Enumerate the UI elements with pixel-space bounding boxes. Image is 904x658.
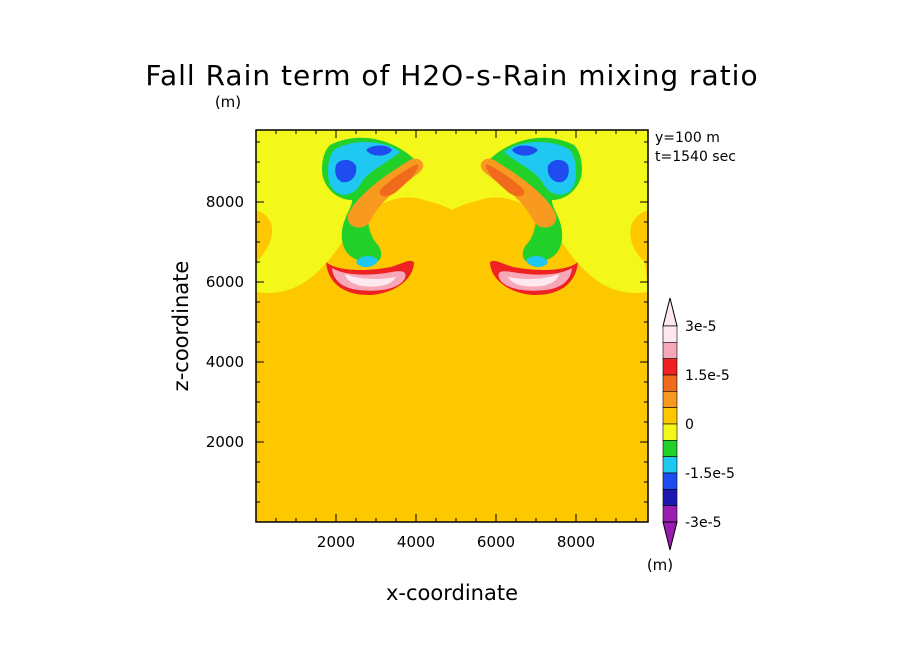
colorbar-swatch: [662, 374, 678, 392]
colorbar-swatch: [662, 391, 678, 408]
y-axis: 2000 4000 6000 8000: [206, 141, 648, 503]
y-axis-label: z-coordinate: [169, 261, 193, 392]
field-contour-cyan-right-low: [526, 256, 548, 268]
x-tick-label: 2000: [317, 533, 355, 551]
x-tick-label: 4000: [397, 533, 435, 551]
y-tick-label: 4000: [206, 353, 244, 371]
colorbar-tick-label: 1.5e-5: [685, 368, 730, 384]
y-tick-label: 8000: [206, 193, 244, 211]
field-contour-blue-left: [335, 159, 357, 183]
colorbar-swatch: [662, 440, 678, 457]
colorbar-swatch: [662, 423, 678, 441]
colorbar-swatch: [662, 505, 678, 523]
colorbar-swatch: [662, 456, 678, 474]
colorbar-bottom-arrow: [662, 521, 678, 551]
field-contour-white-left: [345, 274, 396, 287]
x-tick-label: 8000: [557, 533, 595, 551]
title-unit: (m): [215, 93, 241, 111]
y-tick-label: 2000: [206, 433, 244, 451]
colorbar: 3e-5 1.5e-5 0 -1.5e-5 -3e-5: [662, 297, 735, 551]
colorbar-top-arrow: [662, 297, 678, 327]
colorbar-swatch: [662, 489, 678, 506]
colorbar-tick-label: -1.5e-5: [685, 466, 735, 482]
field-contour-white-right: [508, 274, 559, 287]
y-tick-label: 6000: [206, 273, 244, 291]
right-vortex: [480, 137, 582, 296]
colorbar-swatch: [662, 472, 678, 490]
x-axis: 2000 4000 6000 8000: [275, 130, 637, 551]
field-contour-center-yellow: [438, 144, 466, 156]
chart-title: Fall Rain term of H2O-s-Rain mixing rati…: [145, 59, 758, 92]
colorbar-tick-label: 3e-5: [685, 319, 716, 335]
x-axis-label: x-coordinate: [386, 581, 518, 605]
info-y: y=100 m: [655, 130, 720, 146]
plot-frame: [255, 129, 649, 523]
info-t: t=1540 sec: [655, 149, 736, 165]
colorbar-swatch: [662, 407, 678, 425]
colorbar-swatch: [662, 358, 678, 376]
field-contour-blue-left-2: [366, 145, 392, 156]
field-contour-blue-right: [547, 159, 569, 183]
field-contour-orange-right-2: [485, 164, 525, 197]
field-contour-orange-left-2: [379, 164, 419, 197]
colorbar-tick-label: -3e-5: [685, 515, 722, 531]
x-tick-label: 6000: [477, 533, 515, 551]
plot-area: [256, 130, 648, 522]
colorbar-swatch: [662, 325, 678, 343]
colorbar-swatch: [662, 342, 678, 359]
colorbar-tick-label: 0: [685, 417, 694, 433]
field-contour-blue-right-2: [512, 145, 538, 156]
colorbar-unit: (m): [647, 556, 673, 574]
field-contour-cyan-left-low: [356, 256, 378, 268]
